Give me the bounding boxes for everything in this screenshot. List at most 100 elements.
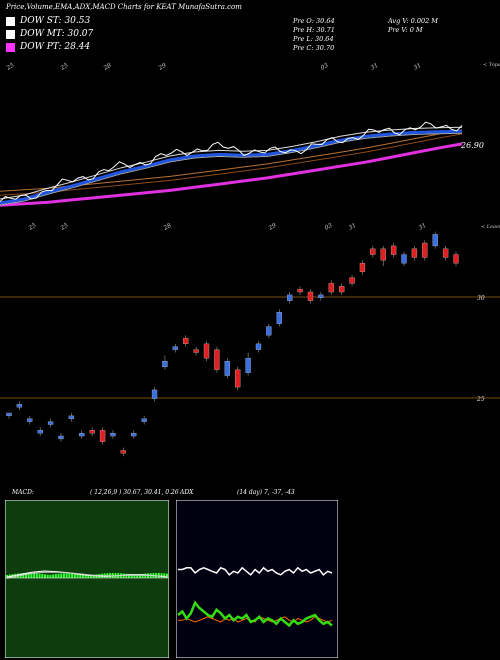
candle-axis-label: 29 bbox=[267, 222, 278, 232]
macd-histogram-bar bbox=[84, 574, 87, 578]
candle-body bbox=[172, 346, 178, 350]
candle-body bbox=[307, 291, 314, 301]
candle-body bbox=[99, 430, 106, 442]
candle-axis-label: 31 bbox=[418, 222, 428, 232]
legend-dow-pt: DOW PT: 28.44 bbox=[6, 42, 90, 52]
adx-label: ADX bbox=[180, 489, 194, 496]
macd-histogram-bar bbox=[57, 573, 60, 578]
adx-panel bbox=[176, 500, 338, 658]
macd-values: ( 12,26,9 ) 30.67, 30.41, 0.26 bbox=[90, 489, 179, 496]
candle-body bbox=[120, 450, 126, 454]
candle-top-right-label: < Leaeia bbox=[481, 224, 500, 230]
candle-body bbox=[235, 369, 241, 388]
macd-histogram-bar bbox=[128, 574, 131, 578]
top-axis-label: 25 bbox=[59, 62, 70, 72]
macd-histogram-bar bbox=[65, 573, 68, 578]
candle-body bbox=[37, 430, 43, 434]
candle-body bbox=[339, 286, 345, 293]
minus-di-line bbox=[178, 616, 333, 623]
candle-axis-label: 03 bbox=[324, 222, 334, 232]
macd-histogram-bar bbox=[76, 573, 79, 578]
macd-histogram-bar bbox=[138, 574, 141, 578]
candle-body bbox=[328, 283, 334, 293]
legend-label-pt: DOW PT: 28.44 bbox=[20, 42, 91, 52]
macd-histogram-bar bbox=[49, 574, 52, 578]
candle-body bbox=[58, 435, 64, 440]
ema-mt-line bbox=[0, 129, 463, 205]
candle-body bbox=[27, 418, 33, 422]
plus-di-line bbox=[177, 600, 333, 628]
top-axis-label: 03 bbox=[320, 62, 330, 72]
ema-mid-grey-line bbox=[0, 132, 463, 206]
ema-pt-line bbox=[0, 142, 463, 207]
macd-histogram-bar bbox=[81, 573, 84, 578]
candle-body bbox=[411, 248, 418, 258]
top-axis-label: 31 bbox=[370, 62, 380, 72]
candle-body bbox=[203, 343, 210, 359]
macd-label: MACD: bbox=[12, 489, 34, 496]
top-axis-label: 31 bbox=[413, 62, 423, 72]
macd-histogram-bar bbox=[87, 574, 90, 578]
candle-body bbox=[380, 248, 386, 261]
candle-body bbox=[16, 404, 23, 408]
candle-body bbox=[318, 294, 324, 298]
macd-histogram-bar bbox=[52, 574, 55, 578]
price-tick-label: 25 bbox=[476, 396, 485, 403]
candle-body bbox=[47, 421, 54, 425]
candle-body bbox=[141, 418, 147, 422]
macd-histogram-bar bbox=[14, 573, 17, 578]
ema-st-line bbox=[0, 121, 463, 203]
right-price-label: 26.90 bbox=[460, 141, 484, 150]
top-axis-label: 29 bbox=[157, 62, 168, 72]
stat-close: Pre C: 30.70 bbox=[293, 44, 335, 52]
macd-signal-line bbox=[6, 571, 168, 579]
macd-histogram-bar bbox=[24, 573, 27, 578]
macd-histogram-bar bbox=[136, 574, 139, 578]
chart-title: Price,Volume,EMA,ADX,MACD Charts for KEA… bbox=[6, 3, 242, 11]
top-axis-label: 25 bbox=[5, 62, 16, 72]
candle-axis-label: 25 bbox=[27, 222, 38, 232]
candle-body bbox=[276, 312, 282, 324]
macd-histogram-bar bbox=[130, 574, 133, 578]
macd-histogram-bar bbox=[60, 573, 63, 578]
candle-body bbox=[453, 254, 459, 264]
macd-histogram-bar bbox=[73, 573, 76, 578]
legend-dow-st: DOW ST: 30.53 bbox=[6, 16, 90, 26]
candle-body bbox=[89, 430, 95, 434]
macd-histogram-bar bbox=[41, 573, 44, 578]
candle-body bbox=[68, 415, 75, 419]
candle-body bbox=[422, 242, 428, 258]
top-axis-label: 28 bbox=[102, 62, 113, 72]
macd-histogram-bar bbox=[54, 574, 57, 578]
candle-body bbox=[110, 433, 116, 437]
macd-histogram-bar bbox=[125, 573, 128, 578]
macd-histogram-bar bbox=[27, 573, 30, 578]
candle-body bbox=[162, 360, 168, 368]
candle-body bbox=[214, 349, 220, 370]
candle-axis-label: 28 bbox=[162, 222, 173, 232]
legend-swatch-pt bbox=[6, 42, 15, 52]
ema-price-chart: 25 25 28 29 03 31 31 < Topa 26.90 bbox=[0, 62, 500, 207]
ema-long-line bbox=[0, 133, 463, 196]
candle-body bbox=[266, 326, 272, 336]
macd-histogram-bar bbox=[35, 573, 38, 578]
macd-line bbox=[6, 570, 168, 578]
legend-label-st: DOW ST: 30.53 bbox=[20, 16, 91, 26]
candle-body bbox=[370, 248, 376, 255]
macd-histogram-bar bbox=[79, 573, 82, 578]
macd-histogram-bar bbox=[33, 573, 36, 578]
candle-body bbox=[297, 288, 303, 293]
top-right-label: < Topa bbox=[483, 62, 500, 68]
candle-body bbox=[131, 433, 137, 437]
macd-histogram-bar bbox=[22, 573, 25, 578]
candle-body bbox=[442, 248, 449, 258]
macd-histogram-bar bbox=[68, 573, 71, 578]
candle-body bbox=[349, 277, 355, 284]
macd-histogram-bar bbox=[163, 573, 166, 578]
candle-body bbox=[432, 234, 438, 247]
candle-body bbox=[255, 343, 262, 350]
candle-body bbox=[287, 294, 293, 301]
candle-body bbox=[6, 412, 12, 417]
macd-histogram-bar bbox=[30, 573, 33, 578]
candle-axis-label: 25 bbox=[59, 222, 70, 232]
